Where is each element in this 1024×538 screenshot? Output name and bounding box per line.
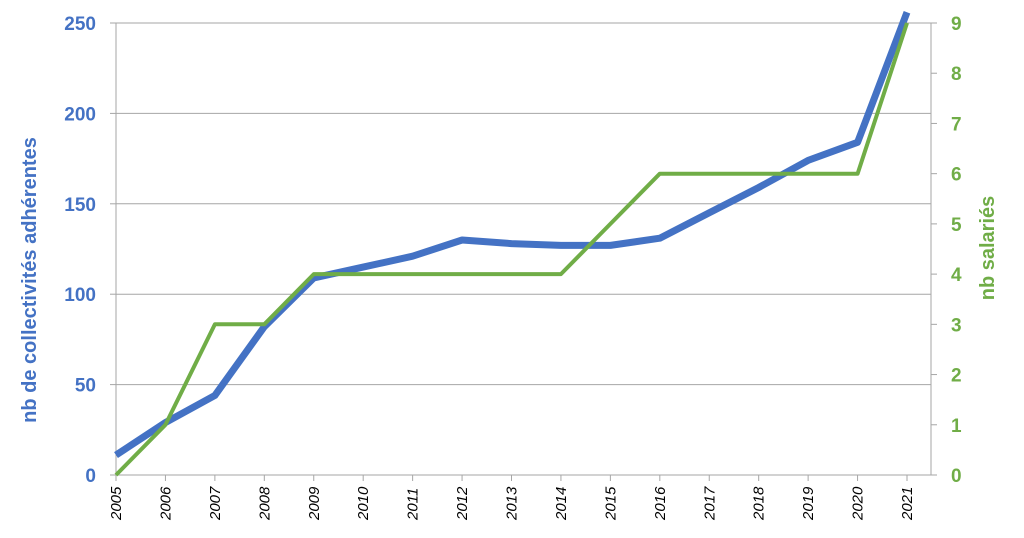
x-tick-label: 2013 bbox=[504, 486, 521, 521]
x-tick-label: 2014 bbox=[553, 487, 570, 521]
y-right-tick-label: 4 bbox=[951, 265, 962, 286]
axes bbox=[110, 22, 937, 481]
y-right-tick-label: 8 bbox=[951, 64, 962, 85]
y-right-tick-label: 7 bbox=[951, 114, 962, 135]
y-right-tick-label: 9 bbox=[951, 14, 962, 35]
series-lines bbox=[114, 10, 911, 477]
x-tick-label: 2009 bbox=[306, 486, 323, 521]
series-line-left-axis bbox=[114, 10, 911, 459]
tick-labels: 0 50 100 150 200 250 0 1 2 3 4 5 6 7 8 9 2005 2006 2007 200… bbox=[64, 14, 962, 521]
x-tick-label: 2006 bbox=[157, 486, 174, 521]
y-left-tick-label: 150 bbox=[64, 195, 96, 216]
x-tick-label: 2010 bbox=[355, 486, 372, 521]
y-right-tick-label: 3 bbox=[951, 315, 962, 336]
x-tick-label: 2019 bbox=[800, 486, 817, 521]
y-left-tick-label: 100 bbox=[64, 285, 96, 306]
x-tick-label: 2018 bbox=[751, 486, 768, 521]
x-tick-label: 2008 bbox=[256, 486, 273, 521]
y-axis-right-label: nb salariés bbox=[977, 196, 999, 301]
y-axis-left-label: nb de collectivités adhérentes bbox=[19, 137, 41, 423]
x-tick-label: 2011 bbox=[405, 488, 422, 521]
y-right-tick-label: 1 bbox=[951, 416, 962, 437]
x-tick-label: 2005 bbox=[108, 486, 125, 521]
x-tick-label: 2016 bbox=[652, 486, 669, 521]
y-right-tick-label: 6 bbox=[951, 165, 962, 186]
x-tick-label: 2021 bbox=[899, 487, 916, 521]
y-left-tick-label: 200 bbox=[64, 104, 96, 125]
x-tick-label: 2020 bbox=[850, 486, 867, 521]
x-tick-label: 2012 bbox=[454, 486, 471, 521]
y-right-tick-label: 2 bbox=[951, 366, 962, 387]
y-right-tick-label: 5 bbox=[951, 215, 962, 236]
series-line-right-axis bbox=[114, 22, 909, 477]
y-right-tick-label: 0 bbox=[951, 466, 962, 487]
y-left-tick-label: 0 bbox=[85, 466, 96, 487]
x-tick-label: 2017 bbox=[701, 486, 718, 521]
x-tick-label: 2007 bbox=[207, 486, 224, 521]
x-tick-label: 2015 bbox=[602, 486, 619, 521]
gridlines bbox=[116, 22, 931, 386]
y-left-tick-label: 50 bbox=[75, 376, 96, 397]
y-left-tick-label: 250 bbox=[64, 14, 96, 35]
